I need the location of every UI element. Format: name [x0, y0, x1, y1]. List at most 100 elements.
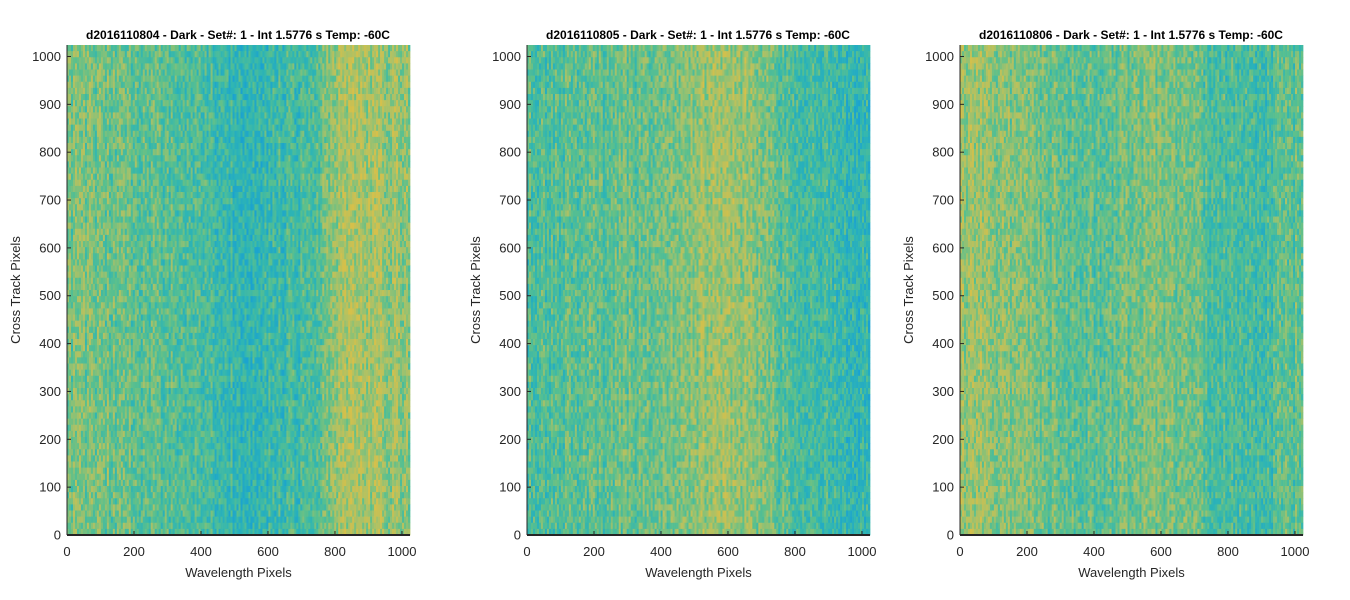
heatmap-cell — [115, 149, 117, 155]
heatmap-cell — [111, 498, 113, 504]
heatmap-cell — [115, 45, 117, 51]
heatmap-cell — [117, 468, 119, 474]
heatmap-cell — [77, 357, 79, 363]
heatmap-cell — [115, 462, 117, 468]
heatmap-cell — [111, 76, 113, 82]
heatmap-cell — [107, 94, 109, 100]
heatmap-cell — [85, 333, 87, 339]
heatmap-cell — [123, 149, 125, 155]
heatmap-cell — [79, 474, 81, 480]
heatmap-cell — [97, 517, 99, 523]
heatmap-cell — [103, 125, 105, 131]
heatmap-cell — [121, 57, 123, 63]
heatmap-cell — [97, 106, 99, 112]
heatmap-cell — [89, 161, 91, 167]
heatmap-cell — [111, 321, 113, 327]
heatmap-cell — [123, 143, 125, 149]
heatmap-cell — [117, 94, 119, 100]
heatmap-cell — [95, 247, 97, 253]
heatmap-cell — [73, 400, 75, 406]
heatmap-cell — [71, 198, 73, 204]
heatmap-cell — [103, 112, 105, 118]
heatmap-cell — [81, 100, 83, 106]
heatmap-cell — [83, 449, 85, 455]
heatmap-cell — [87, 462, 89, 468]
heatmap-cell — [107, 210, 109, 216]
heatmap-cell — [95, 302, 97, 308]
heatmap-cell — [83, 523, 85, 529]
heatmap-cell — [83, 76, 85, 82]
heatmap-cell — [77, 388, 79, 394]
heatmap-cell — [95, 425, 97, 431]
heatmap-cell — [103, 100, 105, 106]
heatmap-cell — [69, 192, 71, 198]
heatmap-cell — [111, 400, 113, 406]
heatmap-cell — [99, 376, 101, 382]
heatmap-cell — [99, 321, 101, 327]
heatmap-cell — [89, 455, 91, 461]
heatmap-cell — [85, 302, 87, 308]
heatmap-cell — [113, 112, 115, 118]
heatmap-cell — [109, 455, 111, 461]
heatmap-cell — [117, 474, 119, 480]
heatmap-cell — [117, 180, 119, 186]
heatmap-cell — [83, 437, 85, 443]
heatmap-cell — [79, 57, 81, 63]
heatmap-cell — [89, 339, 91, 345]
heatmap-cell — [115, 523, 117, 529]
heatmap-cell — [117, 388, 119, 394]
heatmap-cell — [115, 419, 117, 425]
heatmap-cell — [93, 70, 95, 76]
heatmap-cell — [99, 394, 101, 400]
heatmap-cell — [85, 63, 87, 69]
heatmap-cell — [75, 235, 77, 241]
heatmap-cell — [123, 296, 125, 302]
heatmap-cell — [77, 486, 79, 492]
heatmap-cell — [85, 394, 87, 400]
heatmap-cell — [71, 259, 73, 265]
heatmap-cell — [105, 364, 107, 370]
heatmap-cell — [69, 437, 71, 443]
heatmap-cell — [115, 223, 117, 229]
heatmap-cell — [121, 155, 123, 161]
heatmap-cell — [97, 413, 99, 419]
heatmap-cell — [111, 425, 113, 431]
heatmap-cell — [71, 419, 73, 425]
heatmap-cell — [101, 302, 103, 308]
heatmap-cell — [97, 357, 99, 363]
heatmap-cell — [103, 241, 105, 247]
heatmap-cell — [113, 413, 115, 419]
heatmap-cell — [101, 161, 103, 167]
heatmap-cell — [117, 290, 119, 296]
heatmap-cell — [103, 468, 105, 474]
heatmap-cell — [117, 400, 119, 406]
heatmap-cell — [105, 498, 107, 504]
heatmap-cell — [123, 290, 125, 296]
heatmap-cell — [85, 376, 87, 382]
heatmap-cell — [93, 382, 95, 388]
heatmap-cell — [113, 425, 115, 431]
heatmap-cell — [123, 131, 125, 137]
heatmap-cell — [101, 247, 103, 253]
heatmap-cell — [111, 443, 113, 449]
heatmap-cell — [83, 315, 85, 321]
heatmap-cell — [115, 186, 117, 192]
heatmap-cell — [83, 88, 85, 94]
heatmap-cell — [113, 229, 115, 235]
heatmap-cell — [95, 149, 97, 155]
heatmap-cell — [109, 192, 111, 198]
heatmap-cell — [71, 76, 73, 82]
heatmap-cell — [115, 357, 117, 363]
heatmap-cell — [107, 517, 109, 523]
heatmap-cell — [73, 143, 75, 149]
heatmap-cell — [89, 210, 91, 216]
heatmap-cell — [89, 204, 91, 210]
heatmap-cell — [107, 480, 109, 486]
heatmap-cell — [95, 229, 97, 235]
heatmap-cell — [73, 449, 75, 455]
heatmap-cell — [83, 302, 85, 308]
heatmap-cell — [121, 376, 123, 382]
heatmap-cell — [79, 192, 81, 198]
heatmap-cell — [109, 88, 111, 94]
heatmap-cell — [75, 198, 77, 204]
